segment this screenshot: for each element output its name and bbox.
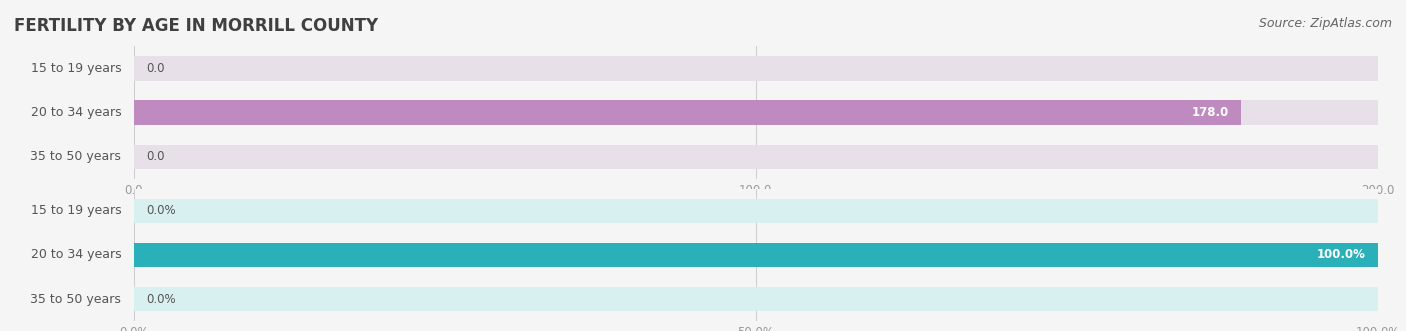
Text: Source: ZipAtlas.com: Source: ZipAtlas.com: [1258, 17, 1392, 29]
Text: 100.0%: 100.0%: [1316, 248, 1365, 261]
Text: 178.0: 178.0: [1191, 106, 1229, 119]
Text: 35 to 50 years: 35 to 50 years: [31, 293, 121, 306]
Text: 35 to 50 years: 35 to 50 years: [31, 150, 121, 163]
Text: 0.0%: 0.0%: [146, 293, 176, 306]
Bar: [134, 56, 1378, 80]
Text: 0.0: 0.0: [146, 150, 165, 163]
Text: 20 to 34 years: 20 to 34 years: [31, 248, 121, 261]
Bar: [134, 243, 1378, 267]
Text: FERTILITY BY AGE IN MORRILL COUNTY: FERTILITY BY AGE IN MORRILL COUNTY: [14, 17, 378, 34]
Bar: [134, 199, 1378, 223]
Bar: [134, 100, 1378, 125]
Text: 15 to 19 years: 15 to 19 years: [31, 204, 121, 217]
Bar: [134, 243, 1378, 267]
Bar: [134, 100, 1241, 125]
Text: 20 to 34 years: 20 to 34 years: [31, 106, 121, 119]
Text: 15 to 19 years: 15 to 19 years: [31, 62, 121, 75]
Bar: [134, 287, 1378, 311]
Bar: [134, 145, 1378, 169]
Text: 0.0%: 0.0%: [146, 204, 176, 217]
Text: 0.0: 0.0: [146, 62, 165, 75]
